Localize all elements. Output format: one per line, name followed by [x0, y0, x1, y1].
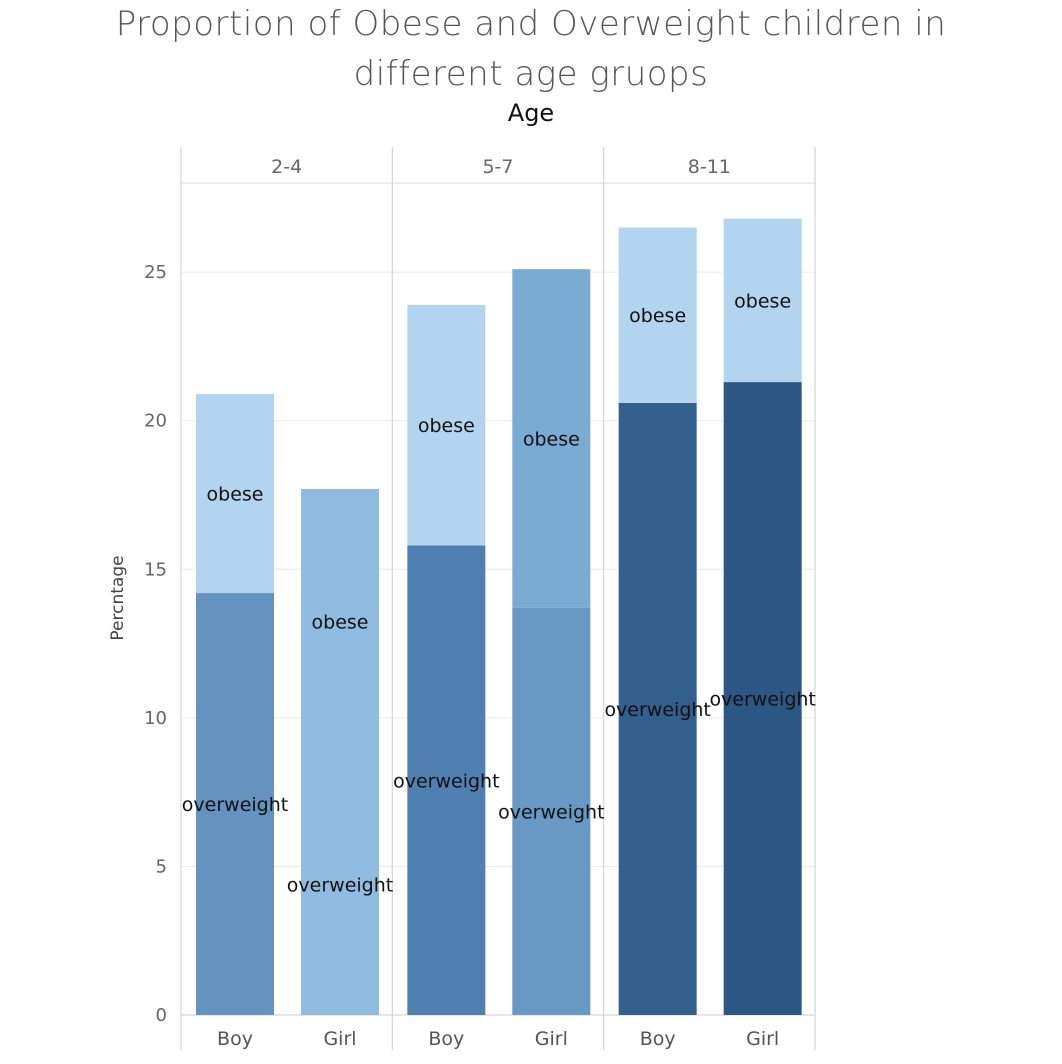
- segment-label-obese: obese: [418, 415, 475, 437]
- y-tick-label: 25: [144, 262, 167, 283]
- bar-segment-overweight: [196, 593, 274, 1015]
- bar-segment-overweight: [407, 545, 486, 1015]
- bar-segment-obese: [512, 269, 591, 608]
- bar-segment-overweight: [723, 382, 802, 1016]
- y-tick-label: 20: [144, 411, 167, 432]
- x-category-label: Girl: [535, 1028, 568, 1050]
- y-tick-label: 0: [156, 1005, 167, 1026]
- chart-title-line-2: different age gruops: [353, 54, 709, 94]
- x-category-label: Boy: [428, 1028, 464, 1050]
- segment-label-overweight: overweight: [393, 770, 499, 792]
- segment-label-obese: obese: [312, 611, 369, 633]
- bar-segment-obese: [407, 304, 486, 546]
- facet-header-label: 8-11: [688, 156, 731, 178]
- y-axis-label: Percntage: [108, 555, 128, 640]
- chart-title-line-1: Proportion of Obese and Overweight child…: [115, 4, 947, 44]
- x-category-label: Boy: [217, 1028, 253, 1050]
- y-tick-label: 15: [144, 559, 167, 580]
- y-tick-label: 5: [156, 856, 167, 877]
- segment-label-overweight: overweight: [498, 801, 604, 823]
- bar-segment-obese: [618, 227, 697, 403]
- y-tick-label: 10: [144, 708, 167, 729]
- bar-segment-overweight: [618, 402, 697, 1015]
- segment-label-overweight: overweight: [604, 699, 710, 721]
- x-category-label: Girl: [746, 1028, 779, 1050]
- segment-label-overweight: overweight: [287, 874, 393, 896]
- bar-segment-overweight: [301, 753, 379, 1015]
- segment-label-obese: obese: [629, 305, 686, 327]
- x-category-label: Boy: [640, 1028, 676, 1050]
- facet-header-label: 2-4: [271, 156, 302, 178]
- segment-label-overweight: overweight: [182, 794, 288, 816]
- segment-label-obese: obese: [523, 429, 580, 451]
- bar-segment-overweight: [512, 607, 591, 1015]
- bar-segment-obese: [723, 218, 802, 383]
- segment-label-overweight: overweight: [709, 689, 815, 711]
- facet-header-label: 5-7: [482, 156, 513, 178]
- bar-segment-obese: [196, 393, 274, 594]
- segment-label-obese: obese: [734, 290, 791, 312]
- facet-axis-title: Age: [507, 99, 555, 127]
- bar-segment-obese: [301, 489, 379, 754]
- segment-label-obese: obese: [207, 484, 264, 506]
- x-category-label: Girl: [323, 1028, 356, 1050]
